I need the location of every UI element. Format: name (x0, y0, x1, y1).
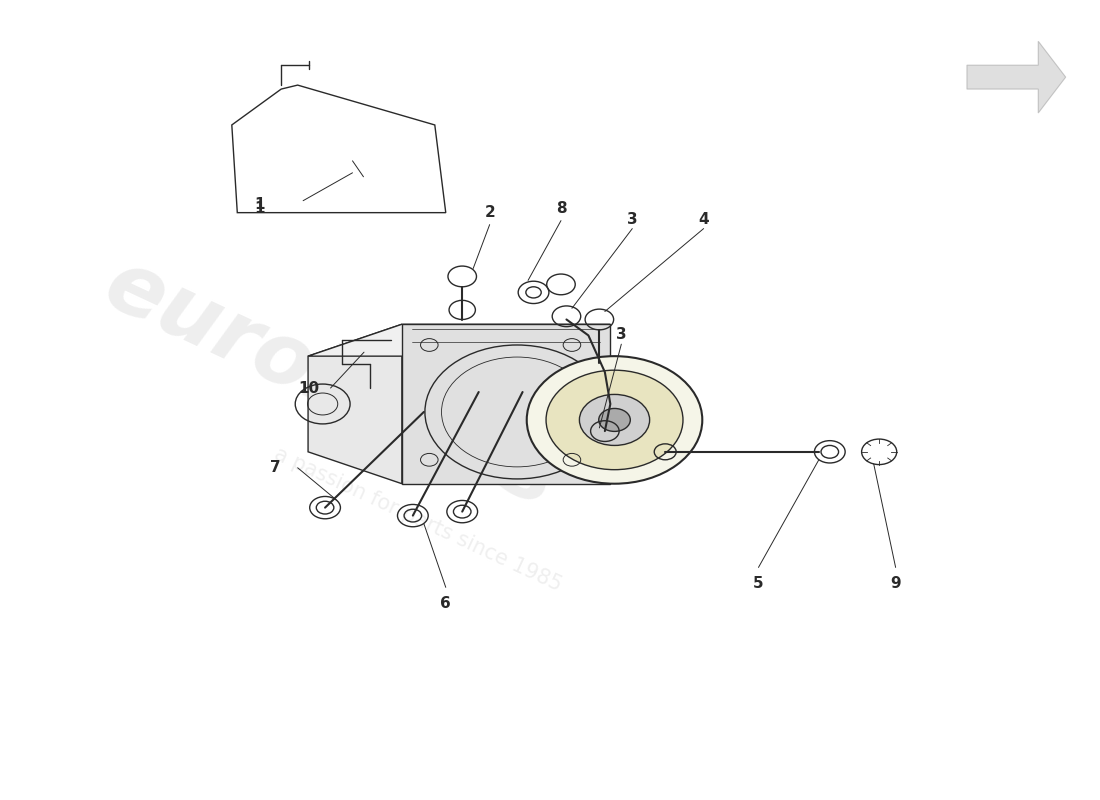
Polygon shape (402, 324, 610, 484)
Circle shape (598, 409, 630, 431)
Text: 1: 1 (254, 197, 264, 212)
Text: 3: 3 (627, 211, 638, 226)
Text: 3: 3 (616, 327, 627, 342)
Text: 7: 7 (271, 460, 281, 475)
Text: 9: 9 (890, 576, 901, 591)
Text: 6: 6 (440, 596, 451, 610)
Text: 10: 10 (298, 381, 319, 395)
Polygon shape (308, 324, 402, 484)
Circle shape (527, 356, 702, 484)
Text: 1: 1 (254, 201, 264, 216)
Text: 2: 2 (484, 205, 495, 220)
Polygon shape (308, 324, 610, 356)
Polygon shape (967, 42, 1066, 113)
Circle shape (580, 394, 650, 446)
Text: 8: 8 (556, 201, 566, 216)
Text: 4: 4 (698, 211, 708, 226)
Text: a passion for parts since 1985: a passion for parts since 1985 (272, 444, 565, 595)
Text: 5: 5 (754, 576, 763, 591)
Circle shape (546, 370, 683, 470)
Text: euroPares: euroPares (91, 243, 570, 525)
